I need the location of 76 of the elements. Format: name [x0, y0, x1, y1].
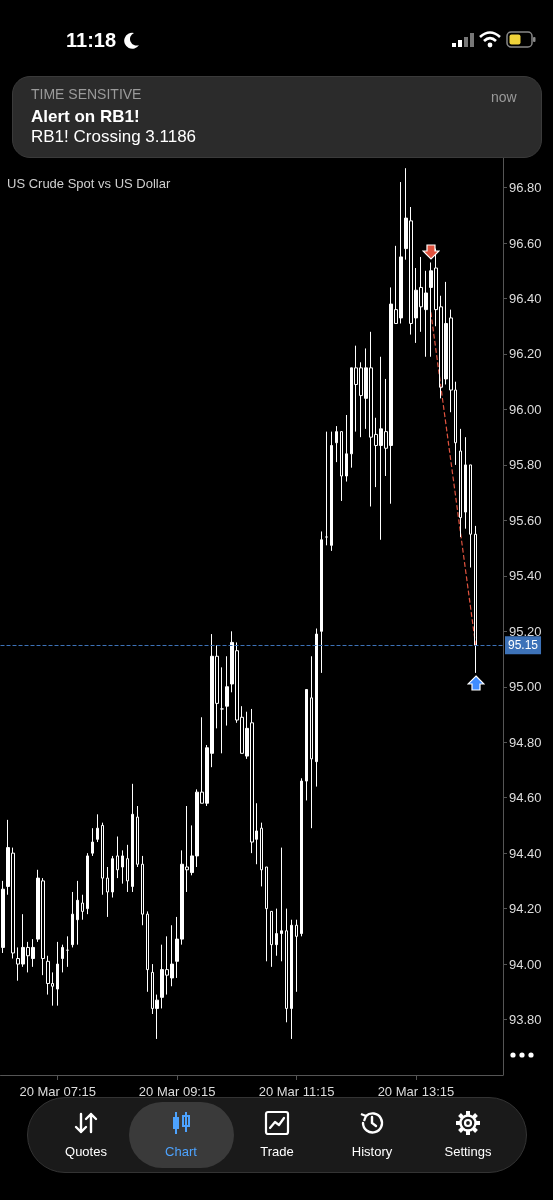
candlestick [136, 805, 139, 868]
x-tick-label: 20 Mar 11:15 [258, 1084, 335, 1099]
candlestick [464, 436, 467, 530]
text: RB1! Crossing 3.1186 [31, 127, 197, 147]
candlestick [126, 844, 129, 893]
candlestick [141, 855, 144, 926]
candlestick [330, 431, 333, 552]
text: History [350, 1144, 394, 1159]
candlestick [76, 880, 79, 946]
candlestick [116, 836, 119, 879]
y-tick-label: 94.80 [509, 734, 542, 750]
candlestick [305, 689, 308, 801]
candlestick [91, 827, 94, 857]
candlestick [106, 866, 109, 918]
candlestick [121, 849, 124, 885]
candlestick [320, 530, 323, 674]
text: 11:18 [66, 29, 117, 52]
text: Settings [443, 1144, 493, 1159]
candlestick [101, 822, 104, 896]
candlestick [290, 919, 293, 1040]
candlestick [111, 855, 114, 899]
candlestick [469, 464, 472, 569]
y-tick-label: 96.60 [509, 235, 542, 251]
candlestick [340, 431, 343, 502]
candlestick [86, 852, 89, 915]
candlestick [225, 655, 229, 727]
candlestick [56, 941, 59, 1007]
text: TIME SENSITIVE [31, 86, 142, 102]
candlestick [220, 666, 224, 754]
y-tick-label: 94.60 [509, 790, 542, 806]
candlestick [146, 910, 149, 993]
candlestick [300, 777, 303, 937]
candlestick [335, 425, 338, 463]
text: now [491, 89, 517, 105]
x-tick-label: 20 Mar 09:15 [138, 1084, 216, 1099]
candlestick [285, 908, 288, 1023]
y-tick-label: 95.80 [509, 457, 542, 473]
candlestick [66, 935, 69, 968]
text: US Crude Spot vs US Dollar [7, 176, 171, 191]
candlestick [459, 428, 462, 538]
y-tick-label: 96.40 [509, 291, 542, 307]
candlestick [61, 944, 64, 973]
candlestick [71, 891, 74, 948]
y-tick-label: 94.00 [509, 956, 542, 972]
x-tick-label: 20 Mar 07:15 [19, 1084, 97, 1099]
candlestick [96, 813, 99, 843]
y-tick-label: 96.00 [509, 401, 542, 417]
candlestick [325, 431, 328, 546]
text: Chart [164, 1144, 198, 1159]
candlestick [270, 910, 273, 968]
y-tick-label: 95.60 [509, 512, 542, 528]
y-tick-label: 95.40 [509, 568, 542, 584]
ref-line-label: 95.15 [508, 638, 539, 653]
y-tick-label: 95.20 [509, 623, 542, 639]
candlestick [474, 525, 477, 674]
y-tick-label: 95.00 [509, 679, 542, 695]
y-tick-label: 93.80 [509, 1012, 542, 1028]
y-tick-label: 94.20 [509, 901, 542, 917]
x-tick-label: 20 Mar 13:15 [377, 1084, 455, 1099]
candlestick [81, 894, 84, 921]
text: Trade [259, 1144, 295, 1159]
candlestick [315, 628, 318, 788]
text: Quotes [64, 1144, 108, 1159]
y-tick-label: 94.40 [509, 845, 542, 861]
y-tick-label: 96.80 [509, 180, 542, 196]
candlestick [260, 822, 263, 887]
candlestick [295, 919, 298, 993]
candlestick [310, 655, 313, 829]
text: Alert on RB1! [31, 107, 140, 127]
candlestick [265, 866, 268, 962]
candlestick [275, 908, 278, 957]
candlestick [1, 880, 5, 954]
candlestick [345, 414, 348, 483]
candlestick [131, 783, 134, 893]
candlestick [280, 847, 283, 962]
y-tick-label: 96.20 [509, 346, 542, 362]
